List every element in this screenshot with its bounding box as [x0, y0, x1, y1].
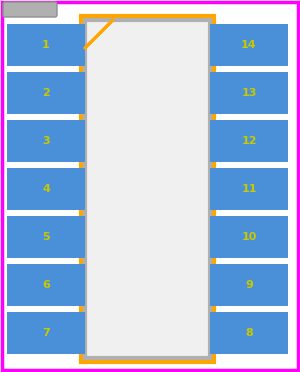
FancyBboxPatch shape [3, 2, 57, 17]
Bar [210, 168, 288, 210]
Bar [7, 216, 85, 258]
Bar [210, 72, 288, 114]
Text: 12: 12 [241, 136, 257, 146]
Bar [85, 20, 210, 358]
Bar [210, 216, 288, 258]
Bar [81, 16, 214, 362]
Text: 6: 6 [42, 280, 50, 290]
Bar [7, 168, 85, 210]
Bar [210, 120, 288, 162]
Text: 14: 14 [241, 40, 257, 50]
Text: 13: 13 [241, 88, 257, 98]
Bar [7, 72, 85, 114]
Bar [7, 24, 85, 66]
Text: 1: 1 [42, 40, 50, 50]
Bar [7, 312, 85, 354]
Text: 2: 2 [42, 88, 50, 98]
Bar [7, 264, 85, 306]
Text: 9: 9 [245, 280, 253, 290]
Text: 3: 3 [42, 136, 50, 146]
Text: 8: 8 [245, 328, 253, 338]
Text: 10: 10 [241, 232, 257, 242]
Text: 4: 4 [42, 184, 50, 194]
Text: 11: 11 [241, 184, 257, 194]
Text: 5: 5 [42, 232, 50, 242]
Bar [210, 264, 288, 306]
Bar [210, 24, 288, 66]
Bar [7, 120, 85, 162]
Text: 7: 7 [42, 328, 50, 338]
Bar [210, 312, 288, 354]
